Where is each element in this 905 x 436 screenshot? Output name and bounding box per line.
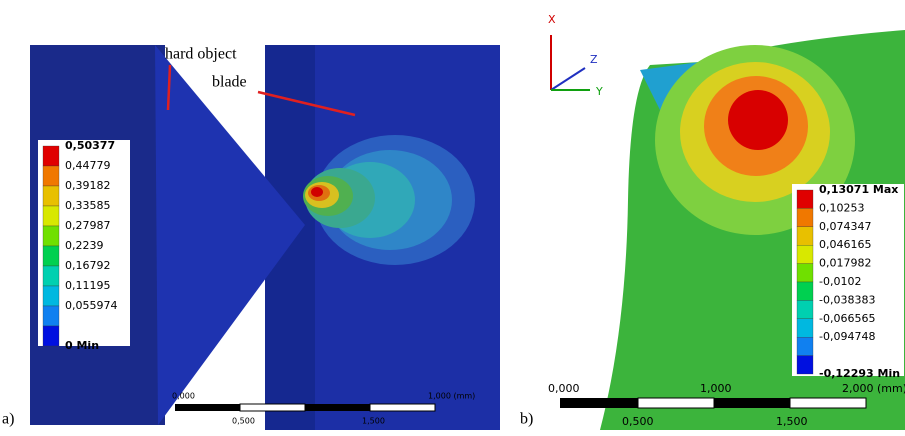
legend-swatch	[797, 282, 813, 300]
panel-label: a)	[2, 411, 14, 428]
legend-swatch	[797, 208, 813, 226]
scale-bar	[638, 398, 714, 408]
scale-bar	[560, 398, 638, 408]
annotation: hard object	[165, 46, 237, 63]
panel-label: b)	[520, 411, 533, 428]
legend-swatch	[797, 300, 813, 318]
panel-a: hard object blade 0,50377 0,44779 0,39182 0…	[2, 45, 500, 430]
axis-label: Y	[595, 85, 603, 98]
scale-bar	[305, 404, 370, 411]
legend-swatch	[43, 146, 59, 166]
panel-b: X Z Y 0,13071 Max 0,10253 0,074347 0,046165…	[520, 0, 905, 430]
axis-label: Z	[590, 53, 598, 66]
legend-swatch	[797, 190, 813, 208]
legend-swatch	[797, 356, 813, 374]
legend-label: 0,2239	[65, 239, 104, 252]
scale-bar	[370, 404, 435, 411]
legend-swatch	[797, 245, 813, 263]
legend-swatch	[43, 246, 59, 266]
legend-label: 0,11195	[65, 279, 111, 292]
legend-swatch	[43, 206, 59, 226]
legend-label: 0,33585	[65, 199, 111, 212]
legend-swatch	[43, 326, 59, 346]
legend-swatch	[797, 227, 813, 245]
legend-swatch	[43, 226, 59, 246]
axis-label: X	[548, 13, 556, 26]
scale-bar	[175, 404, 240, 411]
legend-swatch	[797, 337, 813, 355]
legend-swatch	[797, 319, 813, 337]
scale-label: 1,500	[362, 417, 385, 426]
legend-label: 0,16792	[65, 259, 111, 272]
legend-swatch	[43, 166, 59, 186]
annotation: blade	[212, 74, 247, 91]
legend-label: 0,50377	[65, 139, 115, 152]
legend-swatch	[43, 306, 59, 326]
scale-bar	[790, 398, 866, 408]
page: hard object blade 0,50377 0,44779 0,39182 0…	[0, 0, 905, 432]
legend-label: -0,0102	[819, 275, 861, 288]
scale-label: 0,000	[172, 392, 195, 401]
contour	[728, 90, 788, 150]
scale-bar	[714, 398, 790, 408]
scale-label: 0,000	[548, 382, 580, 395]
legend-label: 0,055974	[65, 299, 118, 312]
legend-label: 0,017982	[819, 257, 872, 270]
scale-label: 1,000	[700, 382, 732, 395]
legend-swatch	[43, 286, 59, 306]
legend-label: -0,066565	[819, 312, 875, 325]
legend-label: -0,038383	[819, 293, 875, 306]
scale-label: 0,500	[622, 415, 654, 428]
contour	[311, 187, 323, 197]
legend-label: 0,39182	[65, 179, 111, 192]
legend-label: 0,074347	[819, 220, 872, 233]
legend-label: 0,27987	[65, 219, 111, 232]
legend-label: 0,046165	[819, 238, 872, 251]
scale-label: 1,500	[776, 415, 808, 428]
legend-label: 0,13071 Max	[819, 183, 898, 196]
figure: hard object blade 0,50377 0,44779 0,39182 0…	[0, 0, 905, 432]
legend-label: 0 Min	[65, 339, 99, 352]
legend-label: -0,12293 Min	[819, 367, 900, 380]
scale-label: 2,000 (mm)	[842, 382, 905, 395]
scale-label: 0,500	[232, 417, 255, 426]
legend-label: 0,10253	[819, 201, 865, 214]
legend-swatch	[43, 186, 59, 206]
legend-label: -0,094748	[819, 330, 875, 343]
legend-swatch	[43, 266, 59, 286]
legend-swatch	[797, 264, 813, 282]
legend-label: 0,44779	[65, 159, 111, 172]
scale-bar	[240, 404, 305, 411]
scale-label: 1,000 (mm)	[428, 392, 475, 401]
